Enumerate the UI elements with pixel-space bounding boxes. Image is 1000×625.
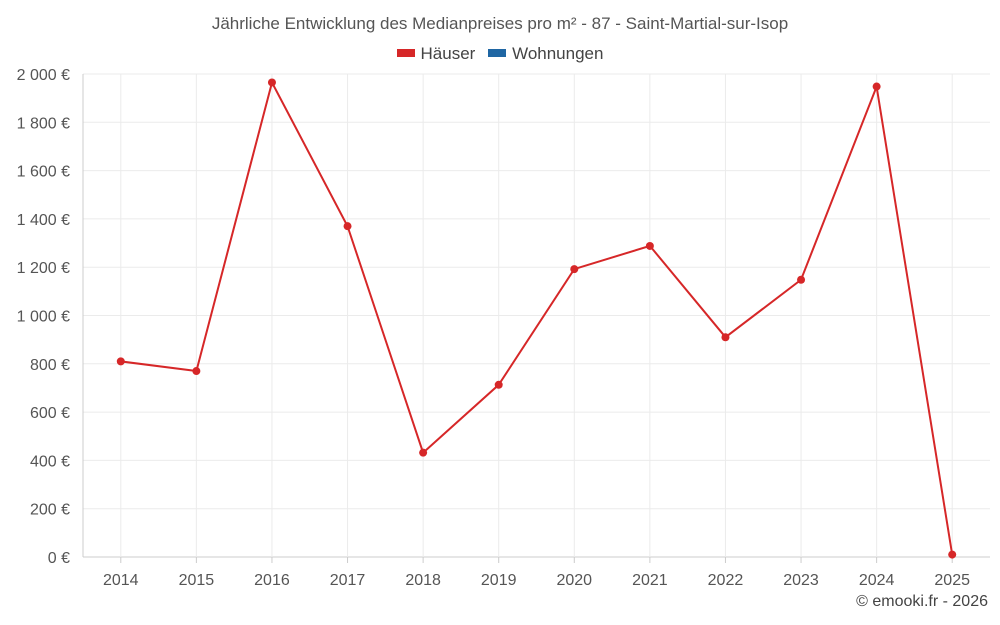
y-tick-label: 1 000 € [17,309,70,326]
data-point [494,380,503,389]
data-point [570,265,579,274]
y-tick-label: 1 800 € [17,115,70,132]
y-tick-label: 1 400 € [17,212,70,229]
x-tick-label: 2018 [405,572,441,589]
x-tick-label: 2014 [103,572,139,589]
data-point [872,82,881,91]
x-tick-label: 2021 [632,572,668,589]
x-tick-label: 2022 [708,572,744,589]
series-line-0 [120,79,954,555]
x-tick-label: 2015 [179,572,215,589]
y-tick-label: 1 600 € [17,164,70,181]
y-tick-label: 600 € [30,405,70,422]
x-tick-label: 2016 [254,572,290,589]
x-tick-label: 2017 [330,572,366,589]
legend-item-houses[interactable]: Häuser [396,44,476,64]
x-tick-label: 2023 [783,572,819,589]
data-point [721,333,730,342]
data-point [419,448,428,457]
x-tick-label: 2020 [556,572,592,589]
legend: Häuser Wohnungen [0,44,1000,64]
chart-title: Jährliche Entwicklung des Medianpreises … [211,14,789,33]
data-point [797,275,806,284]
copyright-notice: © emooki.fr - 2026 [856,593,988,610]
x-tick-label: 2019 [481,572,517,589]
y-tick-label: 800 € [30,357,70,374]
legend-label-houses: Häuser [420,44,476,63]
data-point [192,367,201,376]
data-point [948,550,957,559]
y-tick-label: 400 € [30,453,70,470]
y-tick-label: 0 € [48,550,70,567]
legend-swatch-apartments [488,49,507,58]
data-point [343,222,352,231]
x-tick-label: 2024 [859,572,895,589]
data-point [116,357,125,366]
y-tick-label: 1 200 € [17,260,70,277]
x-tick-label: 2025 [934,572,970,589]
legend-label-apartments: Wohnungen [512,44,604,63]
legend-swatch-houses [396,49,415,58]
y-tick-label: 2 000 € [17,67,70,84]
legend-item-apartments[interactable]: Wohnungen [488,44,603,64]
data-point [267,78,276,87]
data-point [645,241,654,250]
y-tick-label: 200 € [30,502,70,519]
